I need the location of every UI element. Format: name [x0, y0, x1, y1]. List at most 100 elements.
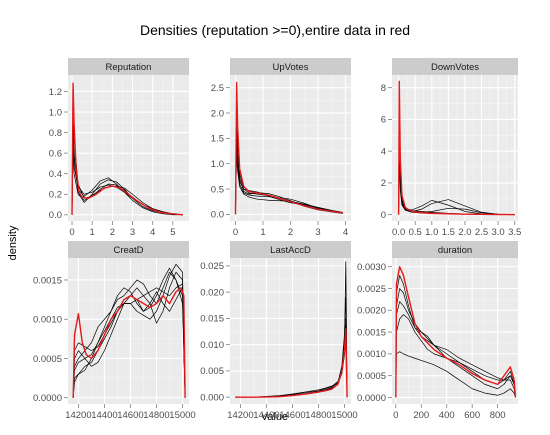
y-tick-label: 0.0015: [33, 275, 62, 286]
sample-density-line: [72, 287, 186, 398]
x-tick-label: 0: [69, 227, 74, 238]
sample-density-line: [235, 145, 343, 215]
x-tick-label: 1: [260, 227, 265, 238]
facet-strip: [230, 58, 351, 75]
x-tick-label: 14800: [143, 410, 169, 421]
sample-density-line: [395, 314, 516, 398]
facet-panel-upvotes: UpVotes 0.0 0.5 1.0 1.5 2.0 2.5 0 1 2 3 4: [211, 58, 351, 238]
x-tick-label: 14200: [65, 410, 91, 421]
x-tick-label: 14800: [305, 410, 331, 421]
x-axis-title: value: [262, 411, 288, 423]
x-tick-label: 4: [150, 227, 155, 238]
y-tick-label: 0.8: [49, 128, 62, 139]
density-lines: [72, 263, 186, 398]
y-tick-label: 6: [381, 115, 386, 126]
x-tick-label: 14400: [91, 410, 117, 421]
y-tick-label: 0.005: [200, 366, 224, 377]
y-tick-label: 0.0025: [357, 284, 386, 295]
panel-background: [68, 258, 189, 404]
y-tick-label: 8: [381, 83, 386, 94]
sample-density-line: [71, 142, 183, 216]
facet-strip: [392, 241, 518, 258]
facet-strip-label: LastAccD: [270, 245, 311, 256]
x-tick-label: 0.5: [409, 227, 422, 238]
sample-density-line: [72, 271, 186, 398]
y-tick-label: 0.5: [211, 184, 224, 195]
entire-data-density-line: [71, 82, 184, 216]
density-lines: [71, 82, 184, 216]
entire-data-density-line: [397, 80, 515, 216]
facet-strip: [230, 241, 351, 258]
y-tick-label: 2.5: [211, 83, 224, 94]
x-tick-label: 0: [233, 227, 238, 238]
sample-density-line: [395, 275, 516, 398]
y-tick-label: 1.2: [49, 87, 62, 98]
entire-data-density-line: [395, 266, 517, 398]
facet-panel-lastaccd: LastAccD 0.000 0.005 0.010 0.015 0.020 0.025 14…: [200, 241, 358, 421]
x-tick-label: 1.5: [442, 227, 455, 238]
y-tick-label: 2.0: [211, 108, 224, 119]
y-tick-label: 0.0030: [357, 262, 386, 273]
density-lines: [397, 80, 515, 216]
facet-strip: [68, 58, 189, 75]
x-tick-label: 15000: [169, 410, 195, 421]
entire-data-density-line: [234, 81, 343, 215]
x-tick-label: 3.5: [508, 227, 521, 238]
y-tick-label: 0.020: [200, 287, 224, 298]
y-tick-label: 0.000: [200, 392, 224, 403]
density-lines: [395, 266, 517, 398]
sample-density-line: [72, 263, 186, 398]
y-tick-label: 0.0015: [357, 327, 386, 338]
x-tick-label: 3: [315, 227, 320, 238]
facet-strip-label: Reputation: [106, 62, 152, 73]
y-tick-label: 0: [381, 210, 386, 221]
y-tick-label: 2: [381, 178, 386, 189]
y-tick-label: 1.0: [211, 159, 224, 170]
facet-strip: [68, 241, 189, 258]
facet-panels: Reputation 0.0 0.2 0.4 0.6 0.8 1.0 1.2 0 1 2 3 4 5 UpV…: [33, 58, 521, 421]
x-tick-label: 800: [490, 410, 506, 421]
facet-strip-label: CreatD: [113, 245, 143, 256]
density-lines: [234, 81, 343, 215]
x-tick-label: 0.0: [392, 227, 405, 238]
y-tick-label: 0.0: [211, 210, 224, 221]
y-tick-label: 0.6: [49, 148, 62, 159]
y-tick-label: 0.0010: [357, 349, 386, 360]
y-tick-label: 1.5: [211, 134, 224, 145]
y-tick-label: 0.015: [200, 314, 224, 325]
facet-strip-label: duration: [438, 245, 472, 256]
x-tick-label: 5: [170, 227, 175, 238]
x-tick-label: 2.5: [475, 227, 488, 238]
x-tick-label: 14600: [279, 410, 305, 421]
facet-panel-downvotes: DownVotes 0 2 4 6 8 0.0 0.5 1.0 1.5 2.0 2.5 3.0 3.5: [381, 58, 521, 238]
sample-density-line: [72, 267, 186, 398]
y-axis-title: density: [7, 225, 19, 260]
sample-density-line: [235, 155, 343, 215]
y-tick-label: 0.025: [200, 261, 224, 272]
sample-density-line: [395, 351, 516, 398]
panel-background: [230, 258, 351, 404]
entire-data-density-line: [72, 287, 186, 398]
y-tick-label: 0.0020: [357, 306, 386, 317]
facet-panel-duration: duration 0.0000 0.0005 0.0010 0.0015 0.0020 0.…: [357, 241, 518, 421]
panel-background: [392, 75, 518, 221]
x-tick-label: 14600: [117, 410, 143, 421]
y-tick-label: 0.2: [49, 190, 62, 201]
x-tick-label: 2: [288, 227, 293, 238]
sample-density-line: [395, 288, 516, 398]
y-tick-label: 1.0: [49, 107, 62, 118]
x-tick-label: 400: [439, 410, 455, 421]
x-tick-label: 3: [130, 227, 135, 238]
y-tick-label: 4: [381, 146, 386, 157]
y-tick-label: 0.0: [49, 210, 62, 221]
x-tick-label: 1: [90, 227, 95, 238]
x-tick-label: 14400: [253, 410, 279, 421]
facet-panel-creatd: CreatD 0.0000 0.0005 0.0010 0.0015 14200 14400…: [33, 241, 196, 421]
facet-panel-reputation: Reputation 0.0 0.2 0.4 0.6 0.8 1.0 1.2 0 1 2 3 4 5: [49, 58, 189, 238]
x-tick-label: 0: [393, 410, 398, 421]
density-lines: [235, 261, 348, 398]
y-tick-label: 0.4: [49, 169, 62, 180]
y-tick-label: 0.0010: [33, 315, 62, 326]
y-tick-label: 0.0005: [357, 371, 386, 382]
